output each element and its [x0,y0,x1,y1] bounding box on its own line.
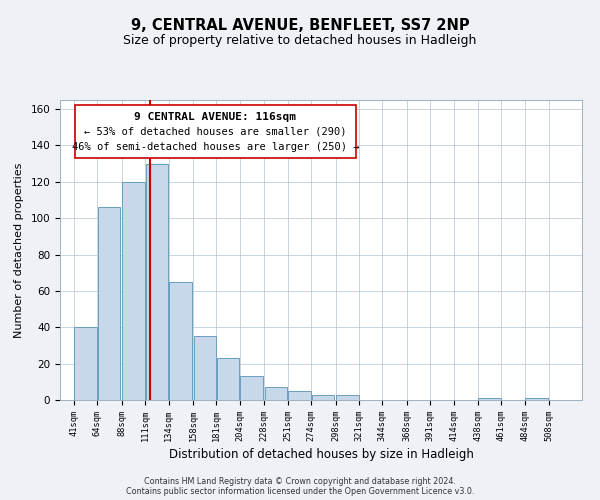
Bar [146,164,168,400]
Bar [194,336,216,400]
Bar [288,391,311,400]
Bar [336,394,359,400]
Text: 9, CENTRAL AVENUE, BENFLEET, SS7 2NP: 9, CENTRAL AVENUE, BENFLEET, SS7 2NP [131,18,469,32]
Bar [311,394,334,400]
Bar [525,398,548,400]
Text: ← 53% of detached houses are smaller (290): ← 53% of detached houses are smaller (29… [84,127,347,137]
Bar [217,358,239,400]
Bar [478,398,501,400]
Text: Size of property relative to detached houses in Hadleigh: Size of property relative to detached ho… [124,34,476,47]
Bar [265,388,287,400]
Bar [74,328,97,400]
Text: 9 CENTRAL AVENUE: 116sqm: 9 CENTRAL AVENUE: 116sqm [134,112,296,122]
X-axis label: Distribution of detached houses by size in Hadleigh: Distribution of detached houses by size … [169,448,473,461]
Text: 46% of semi-detached houses are larger (250) →: 46% of semi-detached houses are larger (… [72,142,359,152]
Bar [122,182,145,400]
FancyBboxPatch shape [75,106,356,158]
Text: Contains HM Land Registry data © Crown copyright and database right 2024.: Contains HM Land Registry data © Crown c… [144,476,456,486]
Text: Contains public sector information licensed under the Open Government Licence v3: Contains public sector information licen… [126,486,474,496]
Y-axis label: Number of detached properties: Number of detached properties [14,162,23,338]
Bar [169,282,191,400]
Bar [241,376,263,400]
Bar [98,208,121,400]
